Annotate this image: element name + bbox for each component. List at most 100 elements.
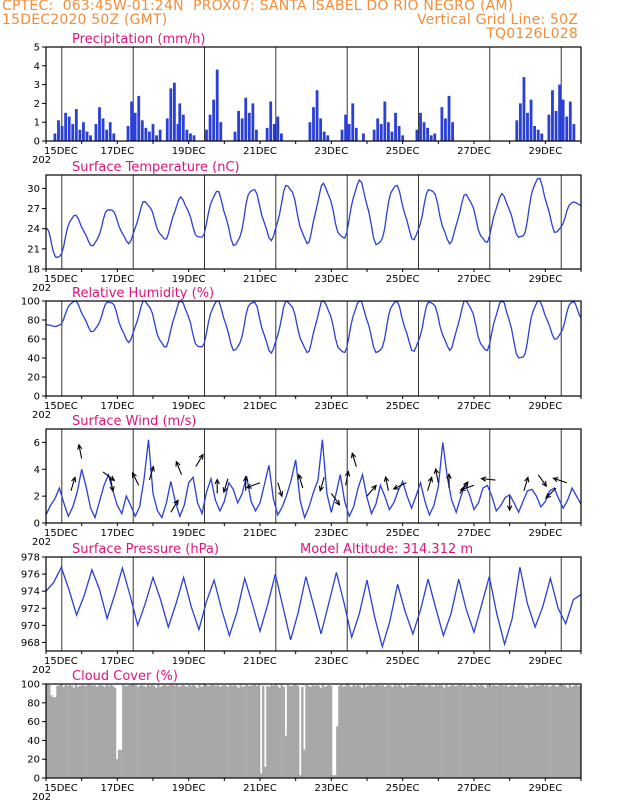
panel-4-title: Surface Pressure (hPa) bbox=[72, 542, 219, 557]
cloud-bar bbox=[165, 685, 168, 778]
wind-arrow bbox=[170, 499, 179, 513]
precip-bar bbox=[426, 127, 430, 141]
precip-bar bbox=[189, 133, 192, 141]
cloud-bar bbox=[214, 685, 218, 778]
wind-arrow bbox=[545, 487, 557, 499]
wind-arrow-head bbox=[524, 476, 530, 483]
cloud-bar bbox=[558, 684, 561, 778]
cloud-bar bbox=[430, 685, 434, 778]
precip-bar bbox=[133, 112, 137, 141]
panel-4-xtick-label: 15DEC bbox=[44, 656, 78, 667]
panel-3-xtick-label: 27DEC bbox=[457, 528, 491, 539]
precip-bar bbox=[515, 120, 519, 141]
panel-5-ytick-label: 60 bbox=[27, 717, 40, 728]
cloud-bar bbox=[519, 685, 522, 778]
wind-arrow bbox=[175, 461, 183, 475]
cloud-bar bbox=[97, 685, 100, 778]
cloud-bar bbox=[424, 686, 427, 778]
panel-5-xtick-label: 19DEC bbox=[172, 783, 206, 794]
cloud-bar bbox=[46, 684, 49, 778]
panel-0-xtick-label: 17DEC bbox=[100, 146, 134, 157]
precip-bar bbox=[536, 129, 540, 141]
cloud-bar bbox=[78, 685, 82, 778]
panel-3-title: Surface Wind (m/s) bbox=[72, 414, 196, 429]
wind-arrow-head bbox=[278, 491, 284, 498]
precip-bar bbox=[173, 82, 176, 141]
wind-arrow-head bbox=[173, 499, 179, 506]
cloud-bar bbox=[105, 684, 109, 778]
panel-5-xtick-label: 21DEC bbox=[243, 783, 277, 794]
cloud-bar bbox=[336, 726, 339, 778]
cloud-bar bbox=[144, 686, 148, 778]
panel-3-ytick-label: 2 bbox=[34, 492, 40, 503]
cloud-bar bbox=[231, 685, 234, 778]
wind-arrow-head bbox=[552, 477, 559, 483]
panel-1-xtick-label: 25DEC bbox=[386, 274, 420, 285]
cloud-bar bbox=[268, 686, 271, 778]
header-date: 15DEC2020 50Z (GMT) bbox=[2, 12, 168, 28]
cloud-bar bbox=[85, 685, 88, 778]
cloud-bar bbox=[150, 684, 154, 778]
panel-5-xtick-label: 29DEC bbox=[528, 783, 562, 794]
precip-bar bbox=[158, 129, 162, 141]
cloud-bar bbox=[183, 685, 187, 778]
precip-bar bbox=[280, 133, 283, 141]
cloud-bar bbox=[393, 684, 397, 778]
cloud-bar bbox=[511, 684, 514, 778]
cloud-bar bbox=[276, 685, 279, 778]
panel-4-xtick-label: 19DEC bbox=[172, 656, 206, 667]
cloud-bar bbox=[192, 684, 195, 778]
cloud-bar bbox=[550, 685, 553, 778]
cloud-bar bbox=[340, 684, 343, 778]
cloud-bar bbox=[447, 686, 450, 778]
cloud-bar bbox=[247, 685, 251, 778]
cloud-bar bbox=[60, 685, 63, 778]
panel-5-ytick-label: 80 bbox=[27, 698, 40, 709]
cloud-bar bbox=[401, 687, 405, 778]
cloud-bar bbox=[235, 685, 238, 778]
precip-bar bbox=[422, 122, 426, 141]
panel-2-ytick-label: 80 bbox=[27, 316, 40, 327]
panel-1-xtick-label: 19DEC bbox=[172, 274, 206, 285]
wind-arrow-head bbox=[459, 485, 466, 492]
precip-bar bbox=[155, 135, 158, 141]
cloud-bar bbox=[122, 684, 125, 778]
cloud-bar bbox=[379, 685, 382, 778]
cloud-bar bbox=[500, 684, 504, 778]
precip-bar bbox=[219, 122, 223, 141]
panel-0-ytick-label: 4 bbox=[34, 61, 40, 72]
wind-arrow bbox=[523, 477, 529, 491]
cloud-bar bbox=[531, 685, 534, 778]
precip-bar bbox=[558, 84, 561, 141]
cloud-bar bbox=[107, 685, 111, 778]
precip-bar bbox=[347, 124, 351, 141]
cloud-bar bbox=[364, 686, 368, 778]
cloud-bar bbox=[533, 684, 537, 778]
wind-arrow-head bbox=[109, 486, 115, 493]
panel-2-title: Relative Humidity (%) bbox=[72, 286, 214, 301]
cloud-bar bbox=[391, 686, 395, 778]
cloud-bar bbox=[266, 685, 269, 778]
precip-bar bbox=[344, 114, 347, 141]
panel-1-xtick-label: 27DEC bbox=[457, 274, 491, 285]
panel-2-xtick-label: 23DEC bbox=[314, 401, 348, 412]
cloud-bar bbox=[389, 685, 392, 778]
cloud-bar bbox=[529, 686, 532, 778]
precip-bar bbox=[169, 88, 173, 141]
wind-arrow-head bbox=[198, 453, 204, 460]
precip-bar bbox=[551, 90, 554, 141]
cloud-bar bbox=[416, 684, 419, 778]
precip-bar bbox=[322, 131, 326, 141]
panel-0-xtick-label: 21DEC bbox=[243, 146, 277, 157]
wind-arrow bbox=[553, 477, 567, 484]
panel-5-xtick-label: 23DEC bbox=[314, 783, 348, 794]
cloud-bar bbox=[257, 684, 261, 778]
precip-bar bbox=[181, 114, 185, 141]
precip-bar bbox=[240, 118, 244, 141]
precip-bar bbox=[82, 122, 85, 141]
cloud-bar bbox=[490, 685, 493, 778]
precip-bar bbox=[105, 129, 109, 141]
cloud-bar bbox=[216, 684, 220, 778]
precip-bar bbox=[315, 90, 319, 141]
cloud-bar bbox=[315, 684, 318, 778]
